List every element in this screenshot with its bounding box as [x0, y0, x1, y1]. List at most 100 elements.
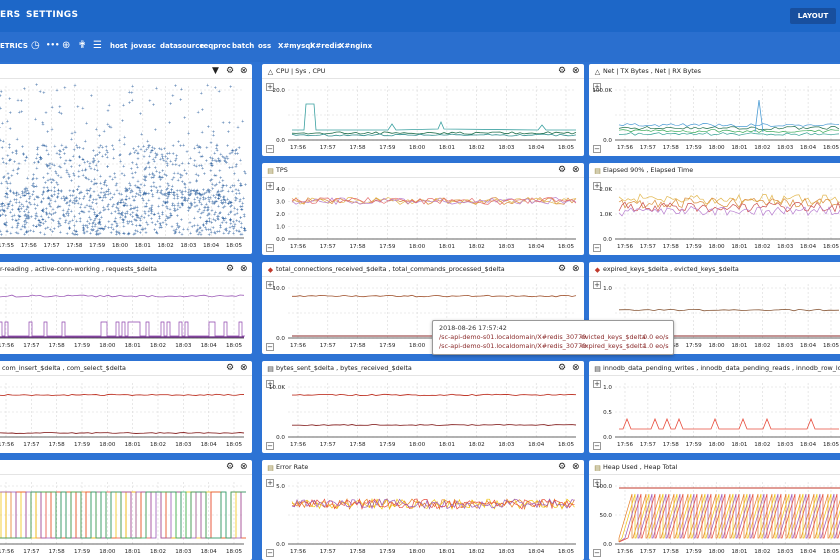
- scatter-point: +: [10, 173, 14, 178]
- scatter-point: +: [155, 153, 159, 158]
- close-icon[interactable]: ⊗: [572, 66, 580, 76]
- zoom-in-button[interactable]: +: [266, 479, 274, 487]
- gear-icon[interactable]: ⚙: [558, 66, 567, 76]
- scatter-point: +: [51, 207, 55, 212]
- scatter-point: +: [201, 209, 205, 214]
- filter-jovasc[interactable]: jovasc: [131, 42, 156, 50]
- add-icon[interactable]: ⊕: [62, 40, 71, 51]
- zoom-in-button[interactable]: +: [593, 83, 601, 91]
- scatter-point: +: [123, 211, 127, 216]
- scatter-point: +: [128, 100, 132, 105]
- scatter-point: +: [217, 88, 221, 93]
- filter-host[interactable]: host: [110, 42, 128, 50]
- scatter-point: +: [79, 209, 83, 214]
- zoom-out-button[interactable]: −: [593, 442, 601, 450]
- zoom-in-button[interactable]: +: [593, 182, 601, 190]
- nav-item-users[interactable]: ERS: [0, 10, 21, 20]
- menu-icon[interactable]: ☰: [93, 40, 102, 51]
- close-icon[interactable]: ⊗: [240, 264, 248, 274]
- close-icon[interactable]: ⊗: [240, 66, 248, 76]
- scatter-point: +: [196, 222, 200, 227]
- x-tick-label: 18:04: [528, 244, 545, 250]
- chart-area[interactable]: 17:5617:5717:5817:5918:0018:0118:0218:03…: [0, 278, 252, 354]
- zoom-in-button[interactable]: +: [593, 380, 601, 388]
- close-icon[interactable]: ⊗: [572, 264, 580, 274]
- gear-icon[interactable]: ⚙: [558, 363, 567, 373]
- filter-nginx[interactable]: X#nginx: [339, 42, 373, 50]
- scatter-point: +: [150, 220, 154, 225]
- zoom-in-button[interactable]: +: [266, 83, 274, 91]
- scatter-point: +: [170, 212, 174, 217]
- scatter-point: +: [135, 213, 139, 218]
- gear-icon[interactable]: ⚙: [558, 264, 567, 274]
- close-icon[interactable]: ⊗: [572, 363, 580, 373]
- scatter-point: +: [193, 200, 197, 205]
- zoom-out-button[interactable]: −: [266, 343, 274, 351]
- close-icon[interactable]: ⊗: [240, 363, 248, 373]
- more-icon[interactable]: •••: [46, 41, 60, 49]
- chart-area[interactable]: 17:5617:5717:5817:5918:0018:0118:0218:03…: [0, 476, 252, 560]
- scatter-point: +: [24, 188, 28, 193]
- x-tick-label: 18:01: [135, 243, 152, 249]
- metrics-label[interactable]: ETRICS: [0, 42, 28, 50]
- scatter-point: +: [67, 211, 71, 216]
- zoom-in-button[interactable]: +: [266, 281, 274, 289]
- zoom-out-button[interactable]: −: [266, 442, 274, 450]
- clock-icon[interactable]: ◷: [31, 40, 40, 51]
- scatter-point: +: [45, 212, 49, 217]
- gear-icon[interactable]: ⚙: [558, 462, 567, 472]
- filter-datasource[interactable]: datasource: [160, 42, 205, 50]
- zoom-out-button[interactable]: −: [266, 244, 274, 252]
- gear-icon[interactable]: ⚙: [558, 165, 567, 175]
- x-tick-label: 18:02: [150, 343, 166, 349]
- pin-icon[interactable]: ✟: [78, 40, 87, 51]
- zoom-in-button[interactable]: +: [266, 380, 274, 388]
- gear-icon[interactable]: ⚙: [226, 363, 235, 373]
- filter-icon[interactable]: ▼: [212, 66, 219, 76]
- x-tick-label: 18:02: [754, 244, 770, 250]
- scatter-point: +: [239, 204, 243, 209]
- zoom-out-button[interactable]: −: [593, 145, 601, 153]
- scatter-point: +: [88, 221, 92, 226]
- zoom-out-button[interactable]: −: [593, 549, 601, 557]
- filter-mysql[interactable]: X#mysql: [278, 42, 313, 50]
- close-icon[interactable]: ⊗: [572, 462, 580, 472]
- gear-icon[interactable]: ⚙: [226, 462, 235, 472]
- zoom-in-button[interactable]: +: [593, 281, 601, 289]
- gear-icon[interactable]: ⚙: [226, 66, 235, 76]
- series-line: [0, 491, 246, 539]
- scatter-point: +: [88, 194, 92, 199]
- chart-area[interactable]: 17:5617:5717:5817:5918:0018:0118:0218:03…: [0, 377, 252, 453]
- filter-batch[interactable]: batch: [232, 42, 255, 50]
- chart-area[interactable]: 17:5517:5617:5717:5817:5918:0018:0118:02…: [0, 80, 252, 254]
- scatter-point: +: [153, 211, 157, 216]
- nav-item-settings[interactable]: SETTINGS: [26, 10, 79, 20]
- scatter-point: +: [213, 201, 217, 206]
- filter-oss[interactable]: oss: [258, 42, 272, 50]
- panel-header: ⊗ ⚙ ▼: [0, 64, 252, 79]
- scatter-point: +: [232, 219, 236, 224]
- close-icon[interactable]: ⊗: [572, 165, 580, 175]
- filter-redis[interactable]: X#redis: [310, 42, 342, 50]
- zoom-out-button[interactable]: −: [266, 549, 274, 557]
- close-icon[interactable]: ⊗: [240, 462, 248, 472]
- zoom-in-button[interactable]: +: [266, 182, 274, 190]
- zoom-out-button[interactable]: −: [266, 145, 274, 153]
- scatter-point: +: [70, 164, 74, 169]
- scatter-point: +: [111, 204, 115, 209]
- gear-icon[interactable]: ⚙: [226, 264, 235, 274]
- zoom-in-button[interactable]: +: [593, 479, 601, 487]
- scatter-point: +: [136, 156, 140, 161]
- layout-button[interactable]: LAYOUT: [790, 8, 836, 24]
- filter-reqproc[interactable]: reqproc: [200, 42, 231, 50]
- scatter-point: +: [240, 231, 244, 236]
- zoom-out-button[interactable]: −: [593, 244, 601, 252]
